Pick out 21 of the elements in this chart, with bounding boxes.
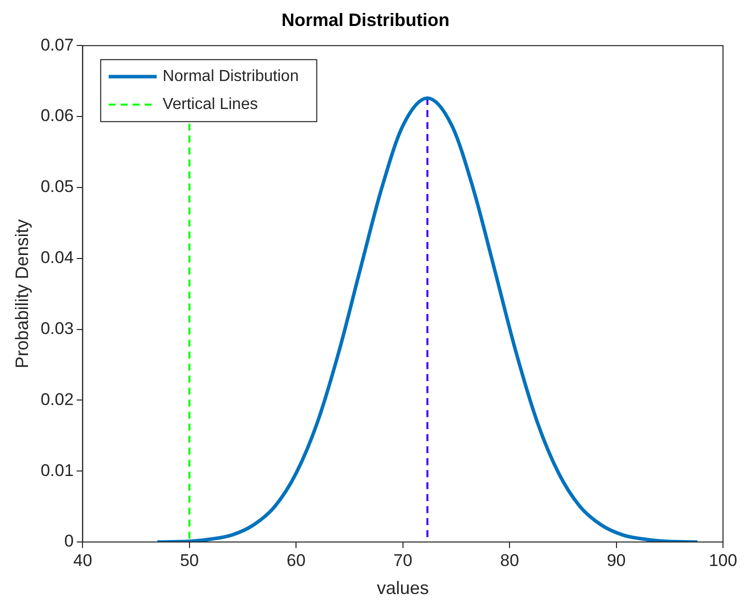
y-tick-label: 0.07 — [40, 35, 74, 54]
y-tick-label: 0.04 — [40, 248, 74, 268]
x-tick-label: 100 — [708, 550, 738, 570]
x-tick-label: 90 — [606, 550, 626, 570]
x-axis-title: values — [376, 578, 429, 598]
x-tick-label: 50 — [180, 550, 199, 570]
legend-label: Vertical Lines — [162, 96, 258, 114]
chart-title: Normal Distribution — [281, 10, 450, 30]
line-series — [156, 96, 700, 542]
y-tick-label: 0.01 — [40, 460, 74, 480]
y-tick-label: 0.03 — [40, 318, 74, 338]
y-axis-title: Probability Density — [12, 219, 32, 368]
y-tick-label: 0.06 — [40, 106, 74, 126]
y-tick-label: 0 — [64, 532, 74, 551]
x-tick-label: 80 — [500, 550, 520, 570]
y-tick-label: 0.02 — [40, 390, 74, 409]
legend-label: Normal Distribution — [162, 68, 299, 86]
x-tick-label: 40 — [73, 550, 92, 570]
x-tick-label: 70 — [393, 550, 412, 570]
y-tick-label: 0.05 — [40, 177, 74, 196]
x-tick-label: 60 — [286, 550, 306, 570]
